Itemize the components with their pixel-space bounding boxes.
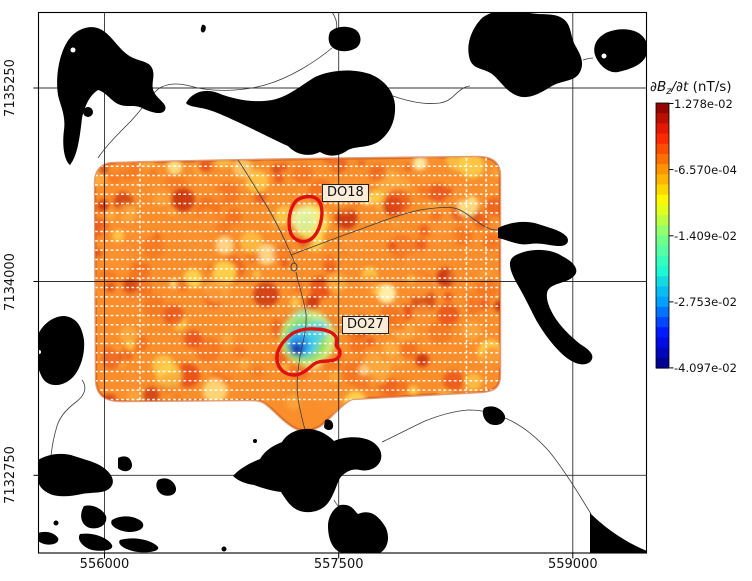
streams [50,12,594,515]
colorbar-ticks [669,103,674,369]
x-tick-label: 556000 [79,557,130,572]
lakes [38,12,647,553]
colorbar-tick-label: -6.570e-04 [674,162,737,177]
colorbar-title: ∂Bz/∂t (nT/s) [650,79,732,97]
plot-border [37,11,648,554]
colorbar-title-sub: z [666,86,672,97]
x-tick-label: 557500 [313,557,364,572]
y-tick-label: 7135250 [3,59,18,117]
colorbar-border [655,102,670,369]
x-tick-label: 559000 [547,557,598,572]
flight-lines [95,158,500,402]
heatmap-texture [95,157,500,415]
colorbar-tick-label: -1.409e-02 [674,228,737,243]
y-tick-label: 7132750 [3,446,18,505]
colorbar-gradient [656,103,669,369]
do18-outline [287,194,324,244]
colorbar-title-math: ∂B [650,79,667,95]
target-outlines [275,194,342,377]
colorbar-title-unit: (nT/s) [688,79,732,95]
do27-outline [275,327,342,377]
colorbar-title-math2: /∂t [671,79,689,95]
annotation-do18: DO18 [322,184,369,202]
axis-ticks [33,87,574,559]
colorbar-tick-label: -4.097e-02 [674,360,737,375]
annotation-do27: DO27 [342,316,389,334]
colorbar-tick-label: -2.753e-02 [674,294,737,309]
colorbar-tick-label: 1.278e-02 [674,96,733,111]
survey-heatmap [93,155,502,432]
y-tick-label: 7134000 [3,252,18,311]
